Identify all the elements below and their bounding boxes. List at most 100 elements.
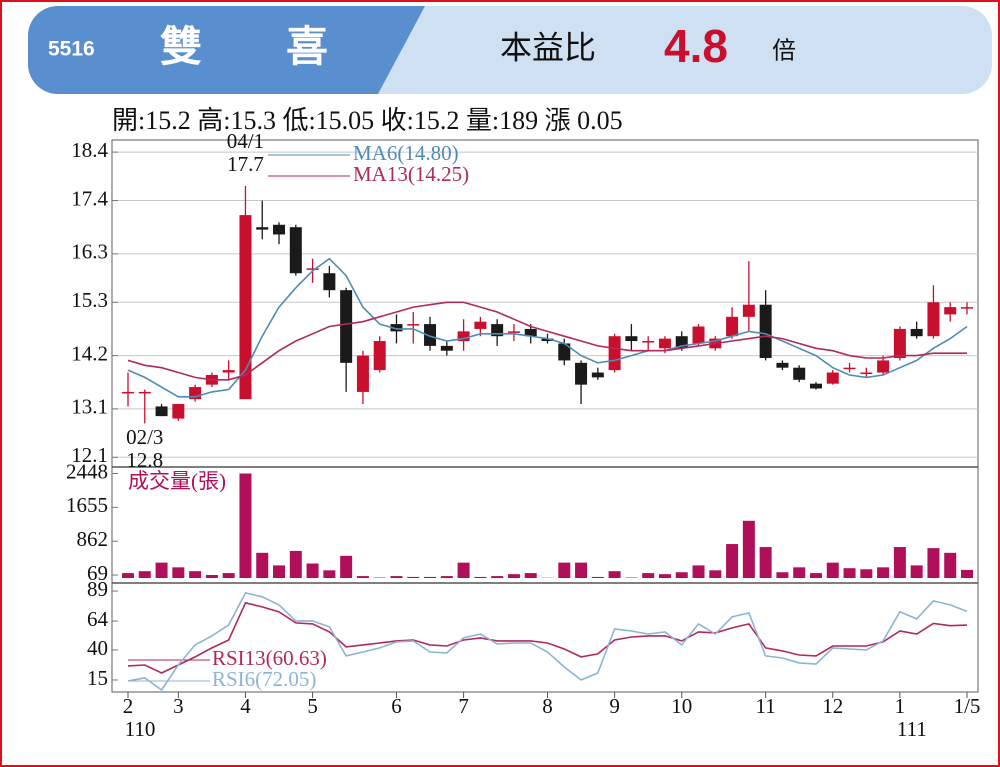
- x-tick-label: 11: [756, 694, 776, 718]
- volume-bar: [809, 573, 822, 578]
- volume-bar: [491, 576, 504, 578]
- y-tick-label: 17.4: [71, 186, 108, 210]
- volume-bar: [910, 565, 923, 578]
- header-tab: [28, 6, 425, 94]
- y-tick-label: 15.3: [71, 288, 108, 312]
- candle-body: [172, 404, 185, 419]
- volume-bar: [726, 544, 739, 578]
- volume-bar: [273, 565, 286, 578]
- y-tick-label: 1655: [66, 493, 108, 517]
- y-tick-label: 12.1: [71, 443, 108, 467]
- volume-bar: [407, 576, 420, 578]
- candle-body: [893, 328, 906, 358]
- candle-body: [440, 345, 453, 351]
- candle-body: [860, 372, 873, 375]
- x-tick-label: 10: [671, 694, 692, 718]
- candle-body: [591, 372, 604, 378]
- legend-label: RSI13(60.63): [212, 646, 327, 670]
- candle-body: [138, 391, 151, 394]
- volume-bar: [424, 576, 437, 578]
- pe-label: 本益比: [500, 29, 596, 65]
- candle-body: [658, 338, 671, 349]
- candle-body: [289, 227, 302, 274]
- volume-bar: [155, 562, 168, 578]
- plot-frame: [111, 139, 979, 693]
- candle-body: [961, 307, 973, 309]
- candle-body: [608, 336, 621, 371]
- x-tick-label: 6: [391, 694, 402, 718]
- ma-line: [127, 301, 967, 381]
- pe-value: 4.8: [664, 20, 728, 72]
- pe-unit: 倍: [772, 37, 796, 64]
- candle-body: [944, 307, 957, 315]
- candle-body: [306, 268, 319, 270]
- volume-bar: [944, 552, 957, 578]
- volume-bar: [524, 573, 537, 578]
- volume-bar: [340, 555, 353, 578]
- candle-body: [390, 324, 403, 332]
- volume-bar: [205, 575, 218, 578]
- volume-bar: [742, 520, 755, 578]
- volume-bar: [306, 563, 319, 578]
- candle-body: [155, 406, 168, 417]
- volume-bar: [877, 567, 890, 578]
- x-tick-label: 3: [173, 694, 184, 718]
- annotation-date: 04/1: [227, 129, 264, 153]
- candle-body: [524, 328, 537, 337]
- volume-bar: [776, 572, 789, 578]
- x-tick-label: 8: [542, 694, 553, 718]
- candle-body: [373, 341, 386, 371]
- y-tick-label: 2448: [66, 459, 108, 483]
- candle-body: [726, 316, 739, 337]
- volume-bar: [390, 576, 403, 578]
- volume-bar: [675, 572, 688, 578]
- candle-body: [575, 362, 588, 385]
- volume-bar: [289, 550, 302, 578]
- candle-body: [356, 355, 369, 392]
- y-tick-label: 16.3: [71, 240, 108, 264]
- volume-bar: [222, 573, 235, 578]
- candle-body: [222, 370, 235, 373]
- annotation-value: 17.7: [227, 152, 264, 176]
- stock-code: 5516: [48, 38, 95, 61]
- volume-bar: [826, 562, 839, 578]
- y-tick-label: 18.4: [71, 138, 108, 162]
- annotation-date: 02/3: [126, 425, 163, 449]
- candle-body: [776, 362, 789, 368]
- x-tick-label: 12: [822, 694, 843, 718]
- x-sublabel: 111: [897, 717, 927, 741]
- volume-bar: [608, 571, 621, 578]
- volume-bar: [457, 562, 470, 578]
- volume-bar: [122, 573, 134, 578]
- candle-body: [692, 326, 705, 344]
- candle-body: [122, 391, 134, 394]
- y-tick-label: 40: [87, 636, 108, 660]
- volume-bar: [172, 567, 185, 578]
- candle-body: [323, 273, 336, 291]
- volume-bar: [323, 570, 336, 578]
- candle-body: [424, 324, 437, 346]
- volume-bar: [793, 567, 806, 578]
- candle-body: [558, 343, 571, 361]
- x-tick-label: 7: [458, 694, 469, 718]
- volume-bar: [692, 565, 705, 578]
- candle-body: [239, 215, 252, 400]
- volume-bar: [642, 573, 655, 578]
- x-sublabel: 110: [125, 717, 156, 741]
- candle-body: [877, 360, 890, 373]
- volume-bar: [709, 570, 722, 578]
- legend-label: RSI6(72.05): [212, 667, 316, 691]
- volume-bar: [927, 548, 940, 578]
- volume-bar: [189, 571, 202, 578]
- stock-name: 雙 喜: [160, 23, 328, 70]
- volume-bar: [575, 562, 588, 578]
- x-tick-label: 1/5: [954, 694, 981, 718]
- volume-bar: [356, 576, 369, 578]
- volume-bar: [893, 547, 906, 578]
- candle-body: [273, 224, 286, 235]
- volume-bar: [256, 552, 269, 578]
- y-tick-label: 15: [87, 666, 108, 690]
- candle-body: [826, 372, 839, 384]
- volume-bar: [860, 569, 873, 578]
